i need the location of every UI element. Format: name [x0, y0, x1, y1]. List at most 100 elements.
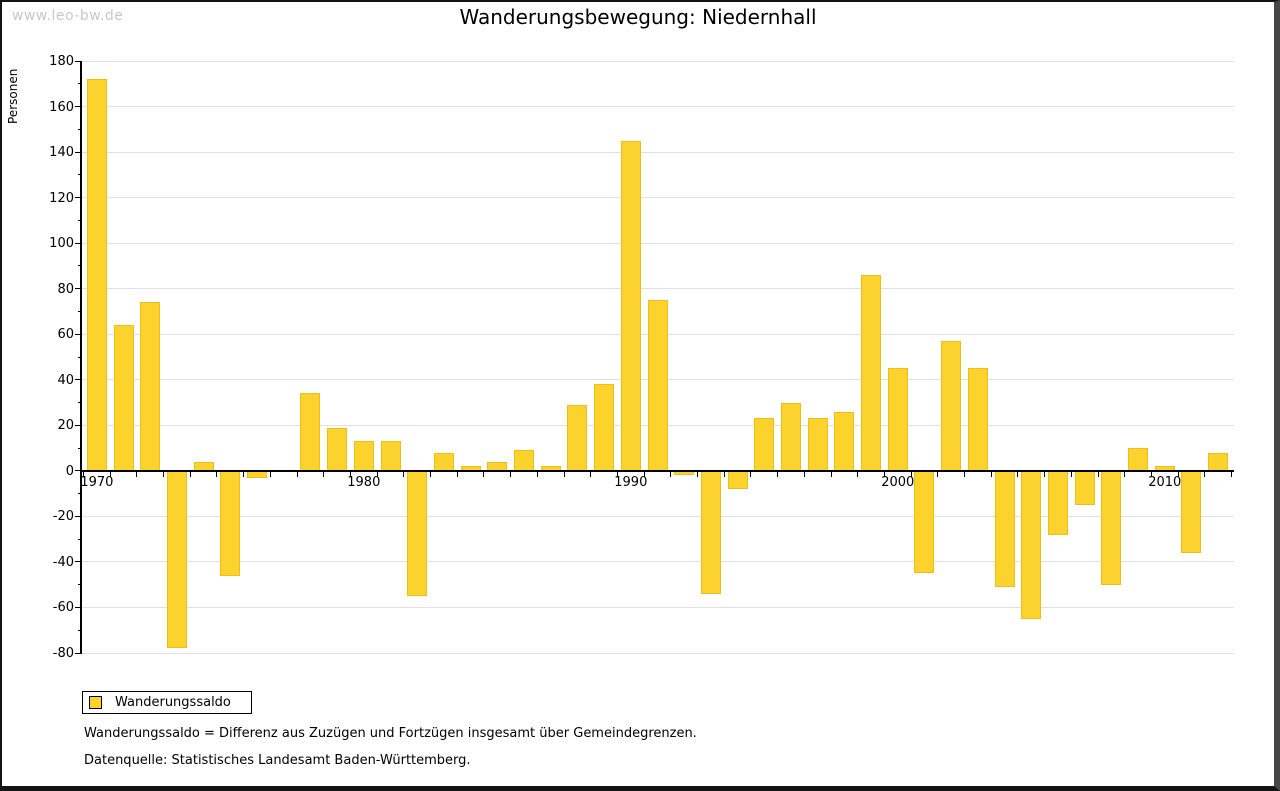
- bar-2005: [1021, 470, 1042, 619]
- x-axis-tick: [376, 471, 378, 477]
- x-axis-tick: [723, 471, 725, 477]
- y-tick-label: 20: [57, 418, 74, 434]
- y-axis-tick: [75, 470, 82, 472]
- legend-swatch-icon: [89, 696, 102, 709]
- x-axis-tick: [243, 471, 245, 477]
- x-axis-tick: [1044, 471, 1046, 477]
- x-axis-tick: [403, 471, 405, 477]
- legend-box: Wanderungssaldo: [82, 691, 252, 714]
- footnote-source: Datenquelle: Statistisches Landesamt Bad…: [84, 753, 471, 768]
- y-tick-label: 180: [49, 54, 74, 69]
- x-axis-tick: [616, 471, 618, 477]
- bar-1983: [433, 452, 454, 471]
- x-axis-tick: [990, 471, 992, 477]
- y-tick-label: -40: [52, 554, 74, 570]
- y-axis-tick: [75, 288, 82, 290]
- gridline: [82, 515, 1234, 517]
- bar-2007: [1074, 470, 1095, 505]
- x-axis-tick: [883, 471, 885, 477]
- bar-1978: [300, 393, 321, 471]
- bar-1979: [327, 427, 348, 471]
- bar-1970: [86, 79, 107, 471]
- bar-1971: [113, 325, 134, 471]
- y-tick-label: 140: [49, 145, 74, 161]
- bar-1997: [807, 418, 828, 471]
- y-axis-tick: [75, 652, 82, 654]
- x-axis-tick: [349, 471, 351, 477]
- x-axis-tick: [1231, 471, 1232, 477]
- x-axis-tick: [643, 471, 645, 477]
- y-axis-tick: [75, 606, 82, 608]
- bar-2012: [1208, 452, 1229, 471]
- x-axis-tick: [83, 471, 84, 477]
- gridline: [82, 60, 1234, 62]
- bar-1976: [247, 470, 268, 478]
- bar-2002: [941, 341, 962, 471]
- x-axis-line: [80, 469, 1234, 472]
- x-axis-tick: [456, 471, 458, 477]
- y-tick-label: 80: [57, 281, 74, 297]
- x-axis-tick: [1017, 471, 1019, 477]
- bar-2004: [994, 470, 1015, 587]
- y-tick-label: 0: [65, 463, 74, 479]
- bar-1981: [380, 441, 401, 471]
- bar-2003: [967, 368, 988, 471]
- y-axis-tick: [75, 333, 82, 335]
- y-axis-tick: [75, 106, 82, 108]
- chart-title: Wanderungsbewegung: Niedernhall: [459, 5, 817, 29]
- bar-1973: [166, 470, 187, 649]
- x-axis-tick: [216, 471, 218, 477]
- plot-area: 180 160 140 120 100 80 60 40 20 0 -20 -40 -60 -80 1970…: [49, 54, 1234, 661]
- x-axis-tick: [136, 471, 138, 477]
- x-axis-tick: [296, 471, 298, 477]
- x-axis-tick: [1150, 471, 1152, 477]
- y-tick-label: 40: [57, 372, 74, 388]
- x-axis-tick: [1124, 471, 1126, 477]
- x-axis-tick: [430, 471, 432, 477]
- x-axis-tick: [590, 471, 592, 477]
- gridline: [82, 288, 1234, 290]
- x-tick-label-1980: 1980: [347, 474, 381, 490]
- y-axis-tick: [75, 242, 82, 244]
- bar-2008: [1101, 470, 1122, 585]
- x-axis-tick: [1097, 471, 1099, 477]
- x-axis-tick: [269, 471, 271, 477]
- x-axis-tick: [1177, 471, 1179, 477]
- bar-1994: [727, 470, 748, 490]
- y-axis-title: Personen: [6, 68, 20, 124]
- gridline: [82, 606, 1234, 608]
- x-axis-tick: [830, 471, 832, 477]
- y-axis-tick: [75, 424, 82, 426]
- gridline: [82, 561, 1234, 563]
- bar-1980: [353, 441, 374, 471]
- bar-1993: [700, 470, 721, 594]
- x-axis-tick: [109, 471, 111, 477]
- gridline: [82, 151, 1234, 153]
- y-tick-label: 100: [49, 236, 74, 252]
- y-axis-tick: [75, 60, 82, 62]
- x-axis-tick: [670, 471, 672, 477]
- x-axis-tick: [563, 471, 565, 477]
- bar-1990: [620, 140, 641, 471]
- watermark: www.leo-bw.de: [12, 8, 124, 24]
- x-axis-tick: [483, 471, 485, 477]
- x-axis-tick: [1204, 471, 1206, 477]
- x-axis-tick: [910, 471, 912, 477]
- x-axis-tick: [937, 471, 939, 477]
- legend-label: Wanderungssaldo: [115, 695, 231, 710]
- x-axis-tick: [163, 471, 165, 477]
- gridline: [82, 197, 1234, 199]
- bar-1975: [220, 470, 241, 576]
- gridline: [82, 242, 1234, 244]
- bar-1996: [780, 402, 801, 471]
- y-axis-line: [80, 61, 82, 653]
- bar-1989: [594, 384, 615, 471]
- x-axis-tick: [1070, 471, 1072, 477]
- footnote-definition: Wanderungssaldo = Differenz aus Zuzügen …: [84, 726, 697, 741]
- gridline: [82, 106, 1234, 108]
- x-axis-tick: [750, 471, 752, 477]
- bar-2000: [887, 368, 908, 471]
- y-tick-label: 120: [49, 190, 74, 206]
- x-axis-tick: [510, 471, 512, 477]
